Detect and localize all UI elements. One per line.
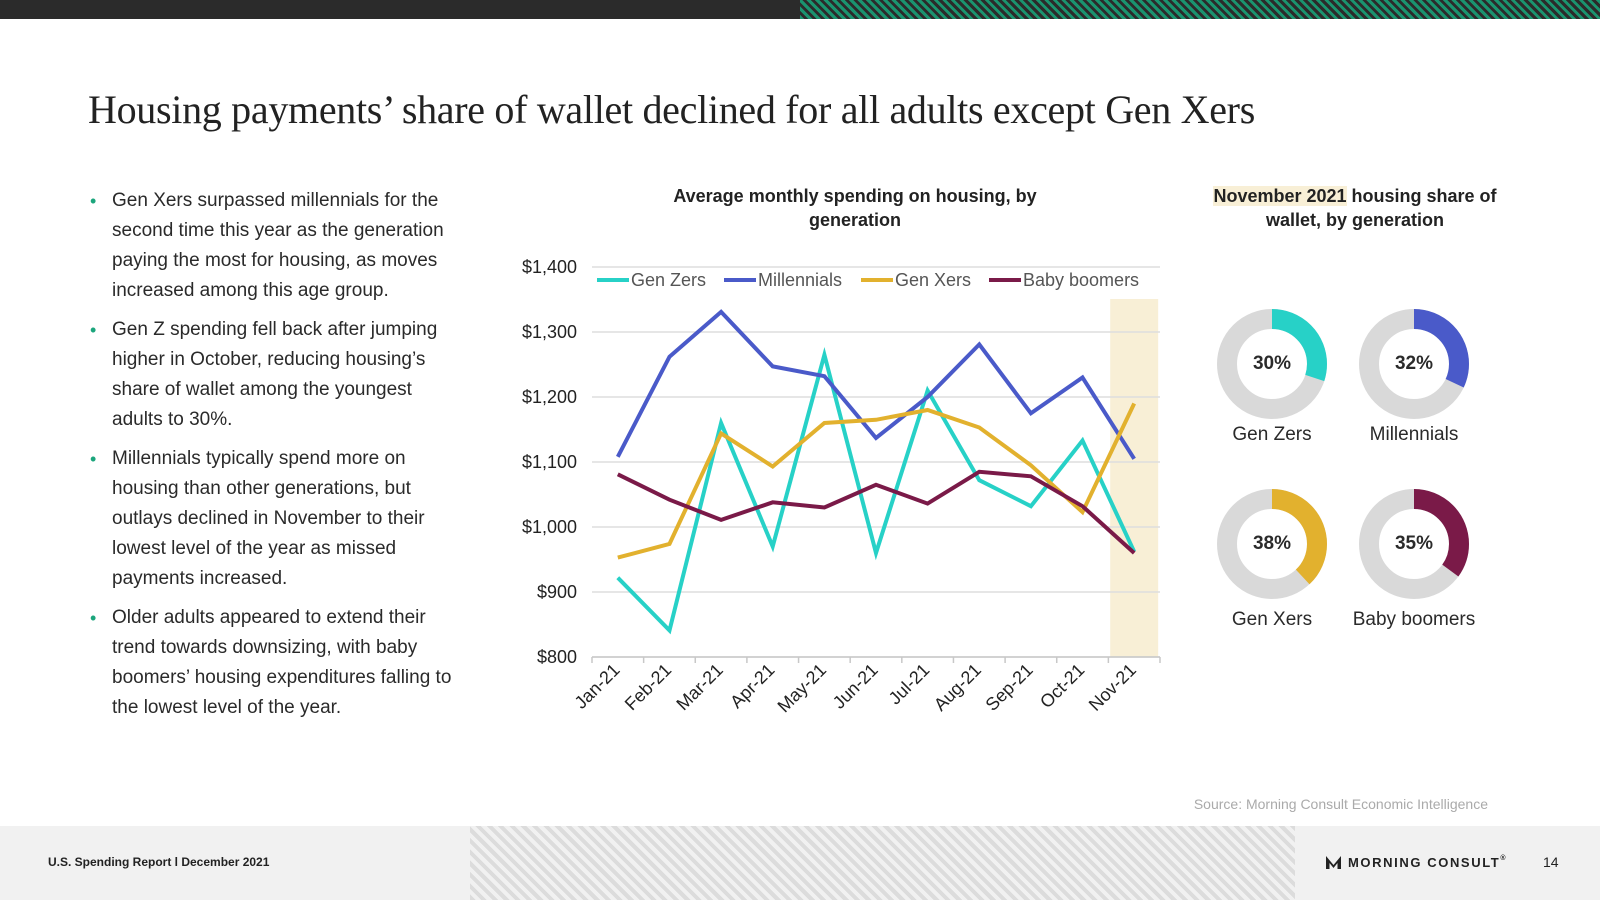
legend-label: Baby boomers <box>1023 270 1139 290</box>
donut-slice <box>1217 489 1327 599</box>
footer-pattern <box>470 826 1295 900</box>
logo-text: MORNING CONSULT® <box>1348 855 1507 870</box>
donut-title-highlight: November 2021 <box>1213 186 1347 206</box>
donut-gen-zers: 30% <box>1212 304 1332 424</box>
donut-ring <box>1217 489 1327 599</box>
highlight-band <box>1110 299 1159 657</box>
donut-value: 32% <box>1394 353 1434 374</box>
top-pattern <box>800 0 1600 19</box>
x-tick-label: Apr-21 <box>726 660 778 712</box>
legend-label: Gen Zers <box>631 270 706 290</box>
donut-chart-title: November 2021 housing share of wallet, b… <box>1205 184 1505 232</box>
donut-slice <box>1359 489 1469 599</box>
x-tick-label: Jul-21 <box>885 660 934 709</box>
donut-title-rest: housing share of wallet, by generation <box>1265 186 1497 230</box>
bullet-icon: • <box>90 449 97 469</box>
line-chart-title: Average monthly spending on housing, by … <box>673 186 1037 230</box>
donut-ring <box>1217 309 1327 419</box>
donut-value: 35% <box>1394 533 1434 554</box>
report-label: U.S. Spending Report l December 2021 <box>48 855 270 869</box>
bullet-text: Older adults appeared to extend their tr… <box>112 607 452 718</box>
y-tick-label: $1,200 <box>522 387 577 407</box>
donut-label: Gen Xers <box>1231 609 1313 630</box>
x-tick-label: Jan-21 <box>571 660 624 713</box>
x-tick-label: Mar-21 <box>672 660 726 714</box>
legend-label: Gen Xers <box>895 270 971 290</box>
donut-ring <box>1359 309 1469 419</box>
bullet-list: • Gen Xers surpassed millennials for the … <box>90 186 460 732</box>
series-line <box>617 402 1137 560</box>
donut-value: 30% <box>1252 353 1292 374</box>
bullet-icon: • <box>90 191 97 211</box>
y-tick-label: $1,400 <box>522 257 577 277</box>
donut-baby-boomers: 35% <box>1354 484 1474 604</box>
x-tick-label: Sep-21 <box>982 660 1037 715</box>
y-tick-label: $1,000 <box>522 517 577 537</box>
y-tick-label: $800 <box>537 647 577 667</box>
y-tick-label: $1,100 <box>522 452 577 472</box>
donut-gen-xers: 38% <box>1212 484 1332 604</box>
donut-label: Millennials <box>1369 424 1459 445</box>
bullet-icon: • <box>90 608 97 628</box>
donut-millennials: 32% <box>1354 304 1474 424</box>
line-chart: $1,400 $1,300 $1,200 $1,100 $1,000 $900 $800Ja… <box>522 257 1161 717</box>
logo-trademark: ® <box>1500 854 1508 862</box>
bullet-icon: • <box>90 320 97 340</box>
x-tick-label: Nov-21 <box>1085 660 1140 715</box>
page-title: Housing payments’ share of wallet declin… <box>88 87 1255 132</box>
x-tick-label: Aug-21 <box>930 660 985 715</box>
donut-label: Gen Zers <box>1232 424 1312 445</box>
donut-label: Baby boomers <box>1352 609 1476 630</box>
x-tick-label: Feb-21 <box>621 660 675 714</box>
morning-consult-logo: MORNING CONSULT® <box>1325 854 1507 870</box>
donut-slice <box>1217 309 1327 419</box>
bullet-text: Millennials typically spend more on hous… <box>112 448 425 589</box>
bullet-item: • Gen Xers surpassed millennials for the … <box>90 186 460 306</box>
series-line <box>616 469 1136 555</box>
x-tick-label: May-21 <box>774 660 831 717</box>
bullet-item: • Gen Z spending fell back after jumping … <box>90 315 460 435</box>
bullet-item: • Millennials typically spend more on hou… <box>90 444 460 594</box>
legend-label: Millennials <box>758 270 842 290</box>
donut-value: 38% <box>1252 533 1292 554</box>
logo-mark-icon <box>1326 856 1341 869</box>
donut-slice <box>1359 309 1469 419</box>
x-tick-label: Oct-21 <box>1036 660 1088 712</box>
bullet-text: Gen Z spending fell back after jumping h… <box>112 319 438 430</box>
x-tick-label: Jun-21 <box>829 660 882 713</box>
bullet-item: • Older adults appeared to extend their t… <box>90 603 460 723</box>
source-note: Source: Morning Consult Economic Intelli… <box>1193 796 1488 812</box>
series-line <box>616 309 1136 460</box>
page-number: 14 <box>1543 854 1559 870</box>
y-tick-label: $900 <box>537 582 577 602</box>
y-tick-label: $1,300 <box>522 322 577 342</box>
donut-ring <box>1359 489 1469 599</box>
bullet-text: Gen Xers surpassed millennials for the s… <box>112 190 444 301</box>
logo-name: MORNING CONSULT <box>1348 854 1501 870</box>
